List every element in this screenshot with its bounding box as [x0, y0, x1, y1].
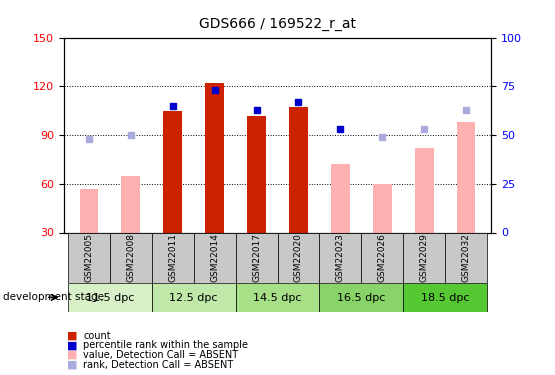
Bar	[331, 164, 350, 232]
Bar	[319, 232, 361, 283]
Bar	[122, 176, 140, 232]
Bar	[152, 283, 236, 312]
Text: GSM22008: GSM22008	[127, 233, 135, 282]
Text: GSM22032: GSM22032	[462, 233, 471, 282]
Text: 14.5 dpc: 14.5 dpc	[253, 292, 302, 303]
Text: GSM22029: GSM22029	[420, 233, 428, 282]
Text: GDS666 / 169522_r_at: GDS666 / 169522_r_at	[199, 17, 356, 31]
Bar	[152, 232, 194, 283]
Bar	[194, 232, 236, 283]
Text: rank, Detection Call = ABSENT: rank, Detection Call = ABSENT	[83, 360, 234, 370]
Bar	[68, 283, 152, 312]
Bar	[415, 148, 433, 232]
Text: GSM22023: GSM22023	[336, 233, 345, 282]
Bar	[289, 107, 308, 232]
Text: GSM22026: GSM22026	[378, 233, 387, 282]
Bar	[163, 111, 182, 232]
Text: development stage: development stage	[3, 292, 104, 302]
Bar	[236, 283, 319, 312]
Text: count: count	[83, 331, 111, 340]
Text: ■: ■	[67, 340, 77, 350]
Bar	[457, 122, 476, 232]
Bar	[68, 232, 110, 283]
Bar	[361, 232, 403, 283]
Bar	[445, 232, 487, 283]
Text: 16.5 dpc: 16.5 dpc	[337, 292, 386, 303]
Bar	[403, 232, 445, 283]
Text: ■: ■	[67, 360, 77, 370]
Text: GSM22020: GSM22020	[294, 233, 303, 282]
Text: GSM22005: GSM22005	[84, 233, 93, 282]
Bar	[403, 283, 487, 312]
Text: 11.5 dpc: 11.5 dpc	[85, 292, 134, 303]
Text: 18.5 dpc: 18.5 dpc	[421, 292, 470, 303]
Text: ■: ■	[67, 331, 77, 340]
Text: GSM22011: GSM22011	[168, 233, 177, 282]
Text: GSM22017: GSM22017	[252, 233, 261, 282]
Bar	[205, 83, 224, 232]
Text: GSM22014: GSM22014	[210, 233, 219, 282]
Bar	[319, 283, 403, 312]
Bar	[278, 232, 319, 283]
Text: value, Detection Call = ABSENT: value, Detection Call = ABSENT	[83, 350, 239, 360]
Text: percentile rank within the sample: percentile rank within the sample	[83, 340, 248, 350]
Bar	[236, 232, 278, 283]
Bar	[373, 184, 392, 232]
Text: ■: ■	[67, 350, 77, 360]
Bar	[79, 189, 98, 232]
Bar	[247, 116, 266, 232]
Text: 12.5 dpc: 12.5 dpc	[169, 292, 218, 303]
Bar	[457, 122, 476, 232]
Bar	[331, 164, 350, 232]
Bar	[110, 232, 152, 283]
